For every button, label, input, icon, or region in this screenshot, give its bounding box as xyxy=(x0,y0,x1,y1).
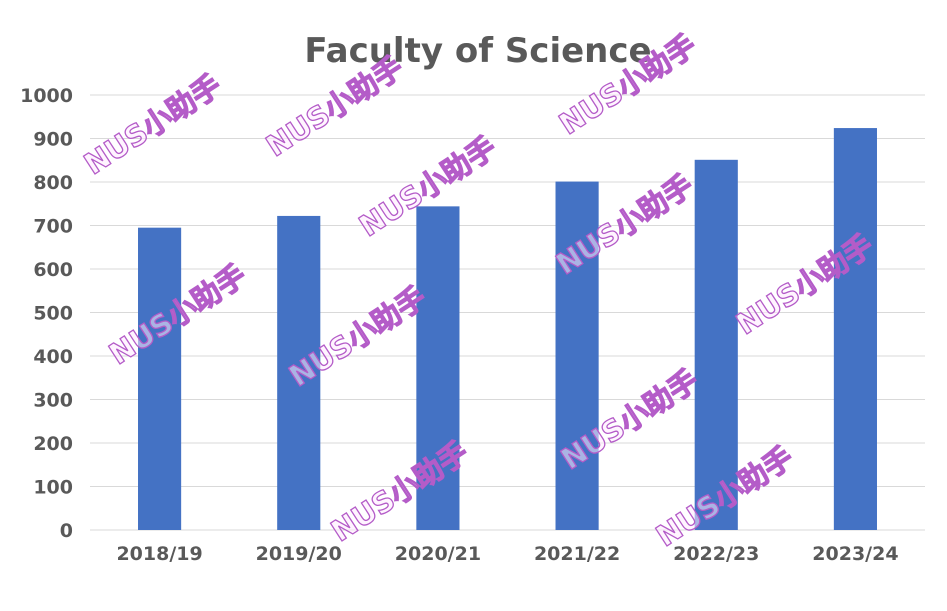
y-tick-label: 0 xyxy=(60,520,73,542)
bar-2023-24 xyxy=(833,128,877,530)
watermark-text: NUS小助手 xyxy=(78,68,227,181)
bar-2022-23 xyxy=(694,159,738,530)
y-tick-label: 400 xyxy=(33,346,73,368)
y-tick-label: 700 xyxy=(33,216,73,238)
y-tick-label: 100 xyxy=(33,477,73,499)
y-tick-label: 300 xyxy=(33,390,73,412)
gridlines xyxy=(90,94,925,531)
y-tick-label: 600 xyxy=(33,259,73,281)
x-tick-label: 2021/22 xyxy=(534,543,620,565)
y-tick-label: 800 xyxy=(33,172,73,194)
bar-2021-22 xyxy=(555,181,599,530)
x-tick-label: 2023/24 xyxy=(812,543,898,565)
y-axis-tick-labels: 0 100 200 300 400 500 600 700 800 900 1000 xyxy=(20,85,73,542)
y-tick-label: 500 xyxy=(33,303,73,325)
y-tick-label: 1000 xyxy=(20,85,73,107)
bar-2020-21 xyxy=(416,206,460,531)
y-tick-label: 900 xyxy=(33,129,73,151)
x-axis-tick-labels: 2018/19 2019/20 2020/21 2021/22 2022/23 2023/… xyxy=(116,543,898,565)
chart-title: Faculty of Science xyxy=(304,31,651,71)
bar-2018-19 xyxy=(138,227,182,531)
x-tick-label: 2022/23 xyxy=(673,543,759,565)
x-tick-label: 2018/19 xyxy=(116,543,202,565)
y-tick-label: 200 xyxy=(33,433,73,455)
x-tick-label: 2019/20 xyxy=(256,543,342,565)
bar-2019-20 xyxy=(277,215,321,530)
x-tick-label: 2020/21 xyxy=(395,543,481,565)
bars xyxy=(138,128,877,531)
